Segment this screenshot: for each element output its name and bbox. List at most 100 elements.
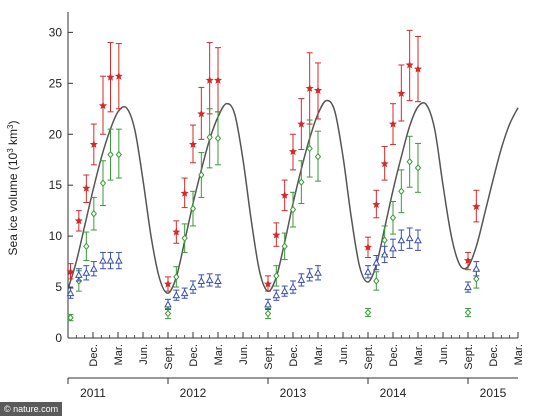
diamond-marker — [67, 313, 74, 322]
triangle-point — [74, 268, 83, 282]
diamond-marker — [314, 152, 322, 161]
diamond-marker — [281, 242, 288, 251]
star-marker — [313, 86, 323, 94]
triangle-marker — [172, 291, 181, 299]
diamond-point — [107, 128, 114, 181]
triangle-point — [89, 261, 98, 277]
star-marker — [106, 72, 115, 81]
triangle-marker — [272, 291, 281, 299]
diamond-marker — [273, 272, 280, 280]
star-marker — [280, 191, 289, 199]
diamond-point — [389, 200, 397, 235]
star-point — [213, 47, 223, 113]
star-marker — [188, 140, 198, 148]
x-month-label: Mar. — [213, 344, 225, 365]
star-point — [188, 124, 198, 164]
x-month-label: Dec. — [88, 344, 100, 367]
star-marker — [363, 243, 373, 251]
triangle-marker — [180, 289, 189, 297]
diamond-marker — [406, 157, 413, 166]
star-point — [313, 62, 323, 120]
diamond-point — [206, 108, 213, 169]
y-tick-label: 5 — [55, 280, 62, 294]
star-marker — [263, 279, 273, 288]
star-point — [89, 123, 98, 166]
x-month-label: Jun. — [238, 344, 250, 365]
star-marker — [272, 230, 281, 239]
star-marker — [66, 267, 75, 276]
star-point — [305, 52, 314, 125]
triangle-point — [405, 227, 414, 249]
diamond-point — [264, 307, 272, 320]
diamond-point — [99, 160, 107, 207]
star-marker — [205, 76, 214, 84]
x-month-label: Sept. — [363, 344, 375, 370]
triangle-marker — [464, 283, 472, 291]
triangle-point — [380, 245, 389, 264]
star-point — [205, 42, 214, 115]
star-point — [388, 103, 398, 145]
x-month-label: Dec. — [488, 344, 500, 367]
star-marker — [413, 64, 423, 73]
star-point — [163, 276, 173, 292]
axes: 0 5 10 15 20 25 30 Dec. Mar. Jun. Sept. Dec. Mar. Jun… — [49, 25, 525, 400]
y-tick-label: 10 — [49, 229, 63, 243]
triangle-point — [289, 280, 297, 294]
star-marker — [172, 227, 181, 236]
triangle-point — [114, 251, 123, 270]
triangle-marker — [205, 275, 214, 283]
y-tick-label: 30 — [49, 25, 63, 39]
star-marker — [305, 84, 314, 92]
star-marker — [388, 119, 398, 128]
triangle-marker — [164, 300, 172, 308]
year-label: 2011 — [80, 386, 106, 400]
x-month-label: Jun. — [438, 344, 450, 365]
x-month-label: Mar. — [513, 344, 525, 365]
triangle-marker — [106, 256, 115, 264]
x-month-label: Sept. — [463, 344, 475, 370]
triangle-point — [372, 254, 381, 271]
diamond-point — [298, 160, 305, 205]
diamond-marker — [173, 273, 180, 281]
x-month-label: Jun. — [338, 344, 350, 365]
triangle-marker — [414, 236, 422, 244]
triangle-marker — [114, 256, 123, 264]
star-point — [82, 174, 91, 204]
y-tick-label: 20 — [49, 127, 63, 141]
star-point — [172, 220, 181, 244]
star-point — [66, 263, 75, 280]
triangle-point — [414, 229, 422, 251]
star-marker — [397, 89, 406, 97]
triangle-marker — [472, 264, 481, 272]
diamond-point — [414, 142, 422, 193]
star-point — [288, 133, 298, 171]
triangle-marker — [364, 267, 372, 275]
star-marker — [89, 140, 98, 148]
star-point — [363, 236, 373, 259]
triangle-point — [314, 265, 322, 281]
diamond-point — [281, 232, 288, 261]
diamond-marker — [198, 171, 205, 179]
triangle-marker — [66, 289, 75, 297]
triangle-marker — [264, 300, 272, 308]
star-point — [272, 222, 281, 247]
year-label: 2014 — [380, 386, 407, 400]
triangle-marker — [305, 270, 314, 278]
triangle-marker — [397, 236, 406, 244]
star-marker — [213, 76, 223, 84]
star-point — [114, 43, 123, 110]
triangle-marker — [280, 287, 289, 295]
x-month-label: Jun. — [138, 344, 150, 365]
triangle-marker — [314, 268, 322, 276]
star-point — [180, 177, 189, 209]
star-marker — [180, 189, 189, 197]
diamond-marker — [264, 309, 272, 318]
x-month-label: Dec. — [288, 344, 300, 367]
diamond-marker — [115, 150, 122, 159]
diamond-point — [464, 307, 472, 318]
diamond-marker — [289, 205, 297, 214]
triangle-marker — [214, 276, 222, 284]
diamond-point — [364, 307, 372, 318]
diamond-point — [115, 128, 122, 179]
x-month-label: Mar. — [413, 344, 425, 365]
